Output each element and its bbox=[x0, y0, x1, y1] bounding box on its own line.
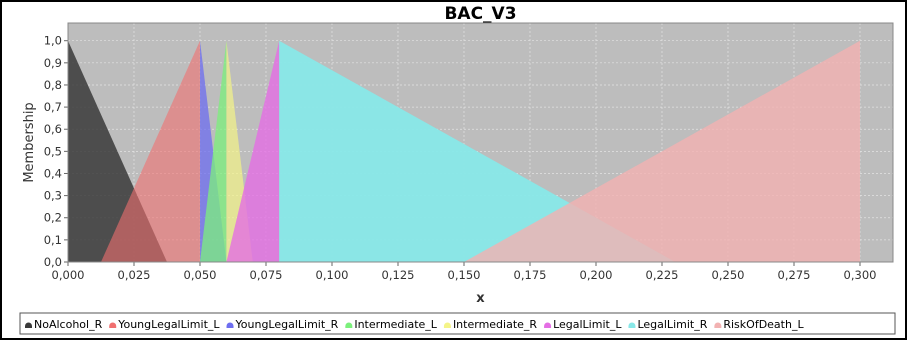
y-tick-label: 0,5 bbox=[44, 144, 62, 158]
legend-label: Intermediate_L bbox=[354, 318, 437, 331]
x-axis-label: x bbox=[476, 291, 485, 306]
legend-swatch bbox=[109, 322, 117, 328]
x-tick-label: 0,000 bbox=[52, 268, 85, 282]
legend: NoAlcohol_R YoungLegalLimit_L YoungLegalLi… bbox=[19, 312, 896, 335]
legend-swatch bbox=[25, 322, 32, 328]
y-axis-label: Membership bbox=[22, 102, 37, 182]
legend-label: YoungLegalLimit_L bbox=[117, 318, 220, 331]
legend-item: Intermediate_L bbox=[345, 318, 438, 331]
legend-swatch bbox=[544, 322, 552, 328]
legend-item: LegalLimit_R bbox=[628, 318, 708, 331]
x-tick-label: 0,075 bbox=[250, 268, 283, 282]
x-tick-label: 0,125 bbox=[382, 268, 415, 282]
chart-title: BAC_V3 bbox=[444, 4, 516, 24]
legend-swatch bbox=[226, 322, 234, 328]
legend-item: LegalLimit_L bbox=[544, 318, 622, 331]
x-tick-label: 0,050 bbox=[184, 268, 217, 282]
x-tick-label: 0,150 bbox=[448, 268, 481, 282]
legend-label: LegalLimit_R bbox=[637, 318, 707, 331]
legend-box bbox=[19, 312, 896, 335]
series-layer bbox=[68, 40, 860, 263]
series-area-younglegallimit-l bbox=[101, 40, 200, 263]
series-area-intermediate-l bbox=[200, 40, 227, 263]
legend-item: Intermediate_R bbox=[443, 318, 537, 331]
legend-label: Intermediate_R bbox=[453, 318, 537, 331]
y-tick-label: 0,6 bbox=[44, 122, 62, 136]
legend-item: RiskOfDeath_L bbox=[714, 318, 804, 331]
plot-border bbox=[67, 22, 894, 263]
y-tick-label: 1,0 bbox=[44, 34, 62, 48]
y-tick-label: 0,1 bbox=[44, 233, 62, 247]
legend-label: YoungLegalLimit_R bbox=[235, 318, 339, 331]
x-tick-label: 0,275 bbox=[778, 268, 811, 282]
y-tick-label: 0,3 bbox=[44, 189, 62, 203]
series-area-riskofdeath-l bbox=[464, 40, 860, 263]
series-area-legallimit-l bbox=[226, 40, 280, 263]
y-tick-label: 0,0 bbox=[44, 255, 62, 269]
y-tick-label: 0,9 bbox=[44, 56, 62, 70]
legend-item: YoungLegalLimit_L bbox=[109, 318, 220, 331]
legend-swatch bbox=[628, 322, 636, 328]
x-tick-label: 0,300 bbox=[844, 268, 877, 282]
legend-item: YoungLegalLimit_R bbox=[226, 318, 339, 331]
legend-label: LegalLimit_L bbox=[553, 318, 622, 331]
y-tick-label: 0,2 bbox=[44, 211, 62, 225]
legend-swatch bbox=[714, 322, 722, 328]
legend-swatch bbox=[443, 322, 451, 328]
x-tick-label: 0,250 bbox=[712, 268, 745, 282]
x-tick-label: 0,025 bbox=[118, 268, 151, 282]
x-tick-label: 0,225 bbox=[646, 268, 679, 282]
legend-label: RiskOfDeath_L bbox=[723, 318, 804, 331]
x-tick-label: 0,200 bbox=[580, 268, 613, 282]
y-tick-label: 0,8 bbox=[44, 78, 62, 92]
y-tick-label: 0,4 bbox=[44, 166, 62, 180]
axes: 0,000 0,025 0,050 0,075 0,100 0,125 0,150 0,175… bbox=[44, 22, 894, 282]
x-tick-label: 0,175 bbox=[514, 268, 547, 282]
y-tick-label: 0,7 bbox=[44, 100, 62, 114]
legend-swatch bbox=[345, 322, 353, 328]
legend-label: NoAlcohol_R bbox=[34, 318, 103, 331]
legend-item: NoAlcohol_R bbox=[25, 318, 103, 331]
x-tick-label: 0,100 bbox=[316, 268, 349, 282]
